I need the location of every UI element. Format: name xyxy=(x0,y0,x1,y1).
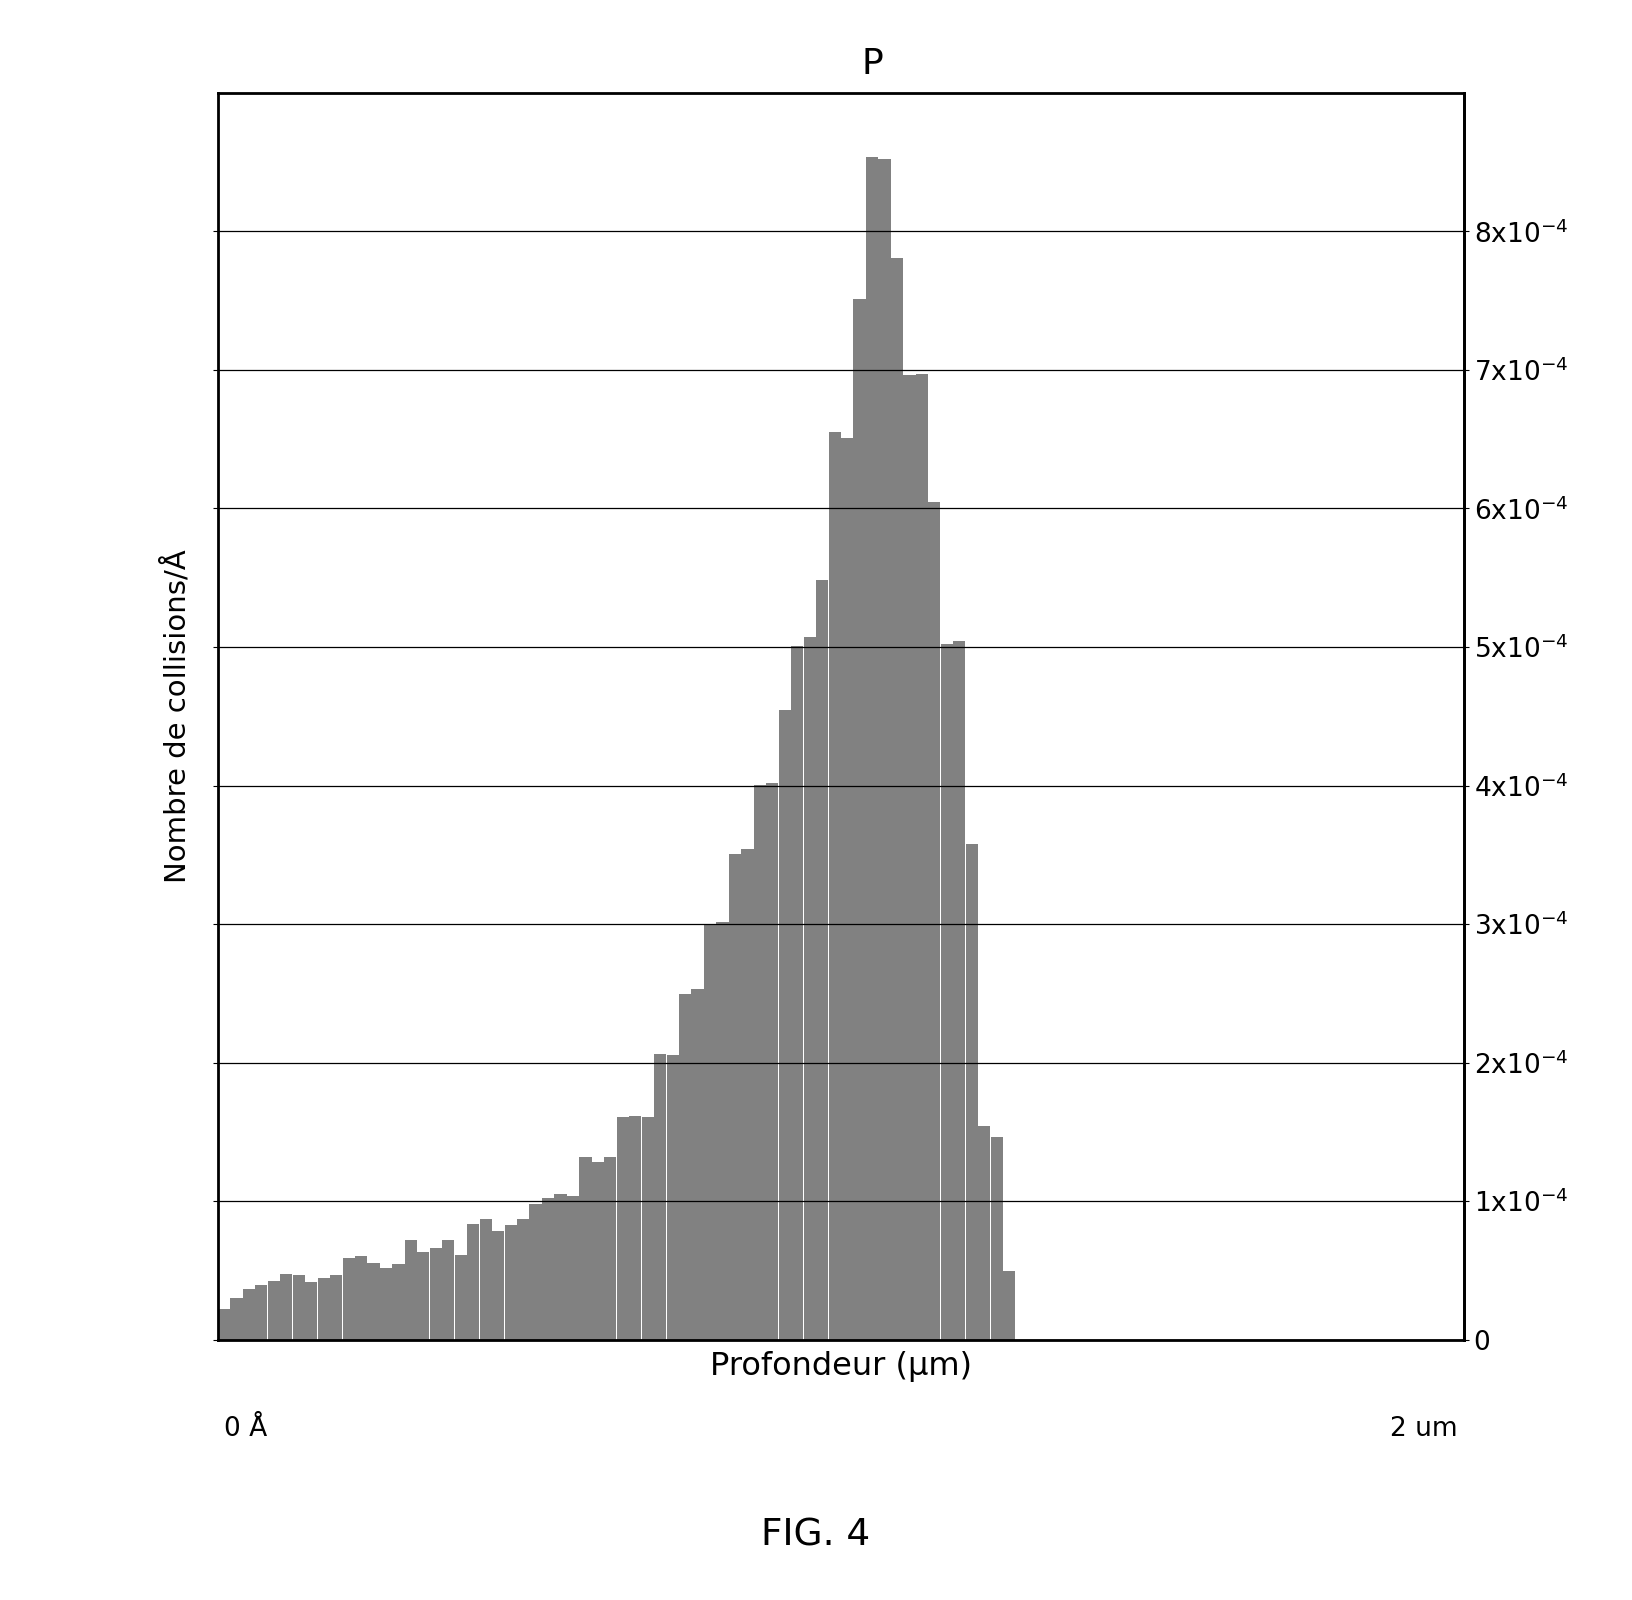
Bar xyxy=(891,258,902,1339)
Bar xyxy=(230,1298,243,1339)
Bar xyxy=(467,1224,480,1339)
Bar xyxy=(840,438,854,1339)
Bar xyxy=(281,1274,292,1339)
Bar xyxy=(392,1264,405,1339)
Bar xyxy=(778,710,792,1339)
Bar xyxy=(991,1136,1002,1339)
Bar xyxy=(978,1126,991,1339)
Bar xyxy=(529,1205,542,1339)
Bar xyxy=(878,158,891,1339)
Bar xyxy=(592,1162,604,1339)
Bar xyxy=(517,1219,529,1339)
Text: 0 Å: 0 Å xyxy=(224,1416,268,1442)
Bar xyxy=(1004,1270,1015,1339)
Bar xyxy=(330,1275,343,1339)
Bar xyxy=(902,376,916,1339)
Bar xyxy=(829,432,840,1339)
Bar xyxy=(630,1115,641,1339)
Bar xyxy=(666,1056,679,1339)
Bar xyxy=(929,502,940,1339)
Bar xyxy=(654,1054,666,1339)
Text: P: P xyxy=(862,46,883,82)
Bar xyxy=(617,1117,628,1339)
Bar xyxy=(429,1248,442,1339)
Bar xyxy=(356,1256,367,1339)
Bar xyxy=(243,1290,255,1339)
X-axis label: Profondeur (μm): Profondeur (μm) xyxy=(710,1350,973,1382)
Bar xyxy=(679,994,692,1339)
Bar xyxy=(343,1258,354,1339)
Bar xyxy=(579,1157,591,1339)
Bar xyxy=(305,1282,317,1339)
Bar xyxy=(418,1251,429,1339)
Bar xyxy=(292,1275,305,1339)
Bar xyxy=(803,637,816,1339)
Text: 2 um: 2 um xyxy=(1390,1416,1457,1442)
Bar xyxy=(255,1285,268,1339)
Bar xyxy=(504,1226,517,1339)
Bar xyxy=(542,1198,555,1339)
Bar xyxy=(442,1240,454,1339)
Bar xyxy=(566,1195,579,1339)
Bar xyxy=(754,786,765,1339)
Bar xyxy=(953,642,966,1339)
Bar xyxy=(716,922,728,1339)
Bar xyxy=(455,1254,467,1339)
Bar xyxy=(916,374,929,1339)
Bar xyxy=(493,1230,504,1339)
Bar xyxy=(268,1280,281,1339)
Bar xyxy=(765,784,778,1339)
Bar xyxy=(604,1157,617,1339)
Bar xyxy=(641,1117,654,1339)
Bar xyxy=(867,157,878,1339)
Bar xyxy=(792,646,803,1339)
Bar xyxy=(380,1267,392,1339)
Bar xyxy=(367,1262,380,1339)
Bar xyxy=(703,925,716,1339)
Text: FIG. 4: FIG. 4 xyxy=(762,1518,870,1554)
Bar xyxy=(692,989,703,1339)
Bar xyxy=(966,845,978,1339)
Bar xyxy=(741,850,754,1339)
Bar xyxy=(219,1309,230,1339)
Bar xyxy=(555,1194,566,1339)
Bar xyxy=(405,1240,418,1339)
Y-axis label: Nombre de collisions/Å: Nombre de collisions/Å xyxy=(162,549,191,883)
Bar xyxy=(730,854,741,1339)
Bar xyxy=(318,1278,330,1339)
Bar xyxy=(940,643,953,1339)
Bar xyxy=(480,1219,491,1339)
Bar xyxy=(816,581,829,1339)
Bar xyxy=(854,299,865,1339)
